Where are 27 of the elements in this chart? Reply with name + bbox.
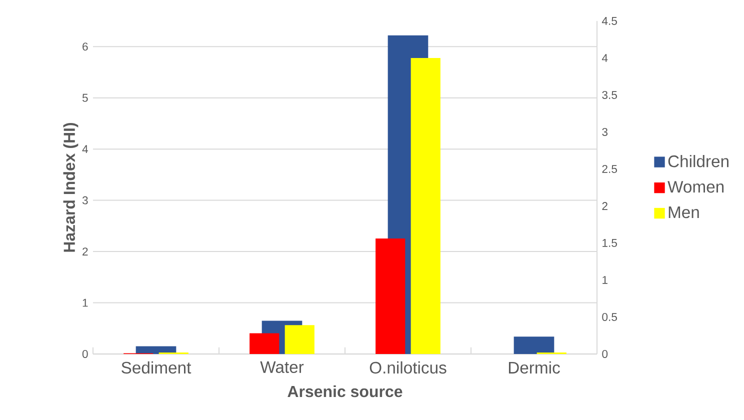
y2-tick-label: 2: [602, 202, 608, 210]
y-tick-label: 4: [82, 145, 88, 153]
y2-tick-label: 3: [602, 128, 608, 136]
y-tick-label: 2: [82, 248, 88, 256]
y-tick-label: 0: [82, 350, 88, 358]
y2-tick-label: 4.5: [602, 17, 617, 25]
y-tick-label: 6: [82, 42, 88, 51]
legend-label: Children: [668, 154, 728, 168]
x-tick-label: Water: [260, 361, 304, 373]
y2-tick-label: 1.5: [602, 239, 617, 247]
x-axis-title: Arsenic source: [288, 385, 402, 398]
legend-label: Women: [668, 181, 724, 193]
y2-tick-label: 0: [602, 350, 608, 358]
y2-tick-label: 3.5: [602, 90, 617, 99]
x-tick-label: O.niloticus: [370, 361, 446, 374]
y-tick-label: 1: [82, 298, 88, 307]
y-tick-label: 5: [82, 94, 88, 102]
x-tick-label: Dermic: [508, 361, 560, 374]
y2-tick-label: 2.5: [602, 164, 617, 173]
y-tick-label: 3: [82, 196, 88, 204]
bar: [514, 336, 554, 354]
legend-label: Men: [668, 206, 699, 218]
y-axis-title: Hazard Index (HI): [63, 122, 78, 252]
y2-tick-label: 1: [602, 276, 608, 284]
y2-tick-label: 4: [602, 54, 608, 62]
y2-tick-label: 0.5: [602, 312, 617, 321]
x-tick-label: Sediment: [122, 361, 192, 374]
